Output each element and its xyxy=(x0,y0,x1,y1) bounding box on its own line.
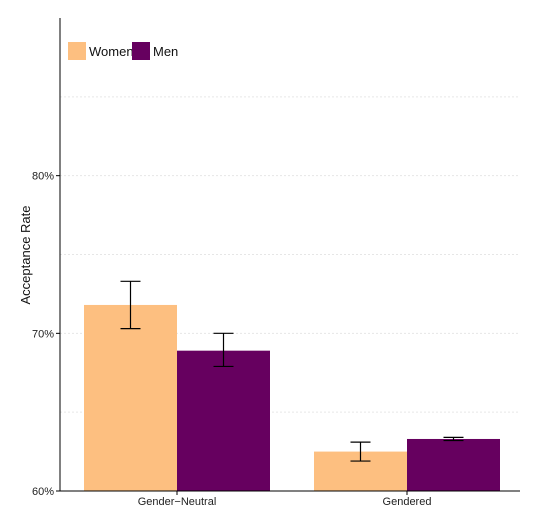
legend-label-men: Men xyxy=(153,44,178,59)
error-bar-men-1 xyxy=(213,332,234,368)
y-tick-label: 80% xyxy=(32,171,54,183)
legend-swatch-men xyxy=(132,42,150,60)
bar-men-1 xyxy=(177,350,270,491)
legend-label-women: Women xyxy=(89,44,134,59)
x-tick-label: Gendered xyxy=(383,496,432,508)
y-tick-label: 70% xyxy=(32,328,54,340)
error-bars xyxy=(120,280,464,462)
y-ticks: 60% 70% 80% xyxy=(32,171,60,498)
y-tick-label: 60% xyxy=(32,486,54,498)
bar-men-2 xyxy=(407,438,500,491)
bar-women-1 xyxy=(84,304,177,491)
x-ticks: Gender−Neutral Gendered xyxy=(138,491,432,508)
error-bar-women-1 xyxy=(120,280,141,330)
legend: Women Men xyxy=(68,42,178,60)
legend-swatch-women xyxy=(68,42,86,60)
error-bar-men-2 xyxy=(443,436,464,442)
y-axis-title: Acceptance Rate xyxy=(18,205,33,304)
x-tick-label: Gender−Neutral xyxy=(138,496,217,508)
axes xyxy=(59,18,520,492)
error-bar-women-2 xyxy=(350,441,371,462)
bars xyxy=(84,304,500,491)
